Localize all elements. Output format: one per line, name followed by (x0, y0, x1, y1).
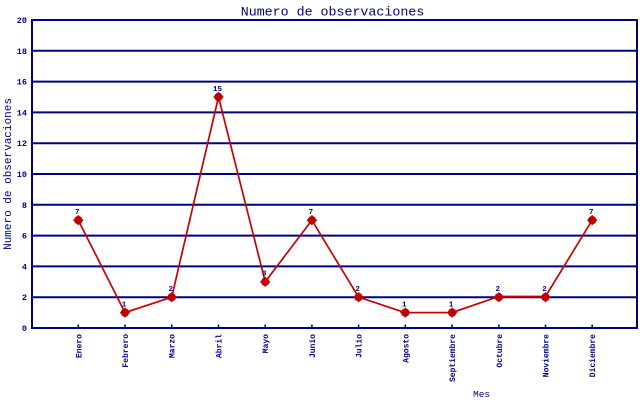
svg-text:Numero de observaciones: Numero de observaciones (3, 98, 15, 250)
svg-text:Marzo: Marzo (169, 334, 178, 358)
svg-text:Febrero: Febrero (122, 334, 131, 368)
svg-text:8: 8 (22, 201, 27, 211)
svg-text:Julio: Julio (356, 334, 365, 358)
svg-text:16: 16 (17, 78, 27, 88)
svg-text:3: 3 (262, 271, 267, 279)
svg-text:7: 7 (309, 209, 314, 217)
svg-text:18: 18 (17, 47, 27, 57)
svg-text:7: 7 (589, 209, 594, 217)
svg-text:Numero de observaciones: Numero de observaciones (241, 5, 425, 20)
svg-text:Junio: Junio (309, 334, 318, 358)
svg-text:20: 20 (17, 16, 27, 26)
svg-text:4: 4 (22, 262, 27, 272)
svg-text:6: 6 (22, 232, 27, 242)
svg-text:2: 2 (542, 286, 547, 294)
svg-text:Abril: Abril (216, 334, 225, 358)
svg-text:14: 14 (17, 108, 27, 118)
svg-text:Mayo: Mayo (262, 334, 271, 353)
svg-text:Agosto: Agosto (402, 334, 411, 363)
svg-text:1: 1 (449, 301, 454, 309)
svg-text:Enero: Enero (75, 334, 84, 358)
svg-text:2: 2 (355, 286, 360, 294)
svg-text:2: 2 (168, 286, 173, 294)
svg-text:7: 7 (75, 209, 80, 217)
svg-text:2: 2 (496, 286, 501, 294)
svg-text:12: 12 (17, 139, 27, 149)
svg-text:Septiembre: Septiembre (449, 334, 458, 382)
svg-text:1: 1 (122, 301, 127, 309)
svg-text:15: 15 (213, 86, 223, 94)
svg-text:Diciembre: Diciembre (589, 334, 598, 377)
svg-text:1: 1 (402, 301, 407, 309)
svg-text:0: 0 (22, 324, 27, 334)
svg-text:10: 10 (17, 170, 27, 180)
svg-text:Noviembre: Noviembre (543, 334, 552, 377)
svg-text:Octubre: Octubre (496, 334, 505, 368)
svg-text:Mes: Mes (473, 389, 490, 400)
svg-text:2: 2 (22, 293, 27, 303)
